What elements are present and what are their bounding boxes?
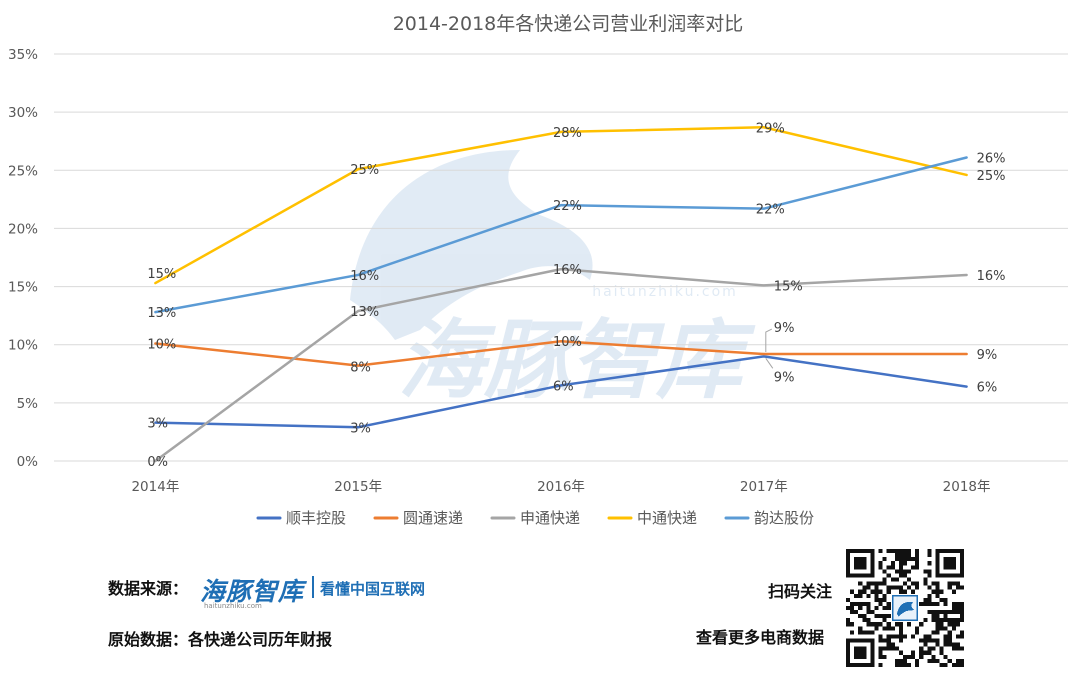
- legend-label: 中通快递: [637, 509, 697, 527]
- series-lines: [154, 126, 968, 463]
- dolphin-watermark-icon: [350, 150, 593, 340]
- data-label: 6%: [553, 379, 574, 394]
- data-label: 8%: [350, 361, 371, 376]
- x-tick-label: 2018年: [943, 479, 991, 495]
- series-line: [154, 267, 968, 463]
- y-tick-label: 15%: [8, 280, 38, 296]
- data-label: 15%: [774, 279, 803, 294]
- brand-logo[interactable]: 海豚智库 看懂中国互联网 haitunzhiku.com: [200, 572, 445, 612]
- data-label: 16%: [553, 263, 582, 278]
- legend: 顺丰控股 圆通速递 申通快递 中通快递 韵达股份: [256, 509, 814, 527]
- source-label: 数据来源：: [108, 579, 189, 598]
- data-label: 3%: [350, 421, 371, 436]
- y-axis-ticks: 0% 5% 10% 15% 20% 25% 30% 35%: [8, 47, 38, 470]
- data-label: 15%: [147, 267, 176, 282]
- data-label: 3%: [147, 417, 168, 432]
- more-data-label: 查看更多电商数据: [696, 628, 825, 647]
- y-tick-label: 30%: [8, 105, 38, 121]
- y-tick-label: 10%: [8, 338, 38, 354]
- legend-label: 申通快递: [520, 509, 580, 527]
- data-label: 28%: [553, 126, 582, 141]
- data-label: 13%: [147, 306, 176, 321]
- x-axis-ticks: 2014年 2015年 2016年 2017年 2018年: [131, 479, 990, 495]
- raw-data-label: 原始数据：各快递公司历年财报: [108, 630, 333, 649]
- legend-label: 顺丰控股: [286, 509, 346, 527]
- y-tick-label: 20%: [8, 221, 38, 237]
- qr-code-icon[interactable]: [846, 549, 964, 667]
- legend-label: 圆通速递: [403, 509, 463, 527]
- data-label: 9%: [774, 321, 795, 336]
- x-tick-label: 2014年: [131, 479, 179, 495]
- data-label: 29%: [756, 121, 785, 136]
- data-label: 13%: [350, 305, 379, 320]
- watermark-text: 海豚智库: [398, 311, 756, 411]
- watermark-url: haitunzhiku.com: [592, 284, 738, 300]
- y-tick-label: 35%: [8, 47, 38, 63]
- series-line: [154, 355, 968, 429]
- x-tick-label: 2016年: [537, 479, 585, 495]
- data-labels: 3% 3% 6% 9% 6% 10% 8% 10% 9% 9% 0% 13% 16% 15% 16% 15% 2…: [147, 121, 1005, 470]
- chart-title: 2014-2018年各快递公司营业利润率对比: [393, 13, 744, 35]
- data-label: 0%: [147, 455, 168, 470]
- series-line: [154, 126, 968, 285]
- x-tick-label: 2015年: [334, 479, 382, 495]
- series-line: [154, 156, 968, 314]
- brand-url: haitunzhiku.com: [204, 602, 262, 610]
- leader-line: [765, 358, 774, 369]
- data-label: 25%: [350, 163, 379, 178]
- leader-line: [765, 328, 773, 353]
- data-label: 10%: [553, 335, 582, 350]
- data-label: 6%: [977, 381, 998, 396]
- y-tick-label: 5%: [17, 396, 39, 412]
- brand-divider: [312, 576, 314, 598]
- data-label: 9%: [977, 348, 998, 363]
- series-line: [154, 339, 968, 367]
- data-label: 9%: [774, 370, 795, 385]
- x-tick-label: 2017年: [740, 479, 788, 495]
- gridlines: [54, 53, 1068, 462]
- data-label: 22%: [756, 203, 785, 218]
- data-label: 10%: [147, 338, 176, 353]
- data-label: 25%: [977, 169, 1006, 184]
- brand-name: 海豚智库: [200, 577, 305, 606]
- y-tick-label: 25%: [8, 163, 38, 179]
- data-label: 16%: [977, 269, 1006, 284]
- watermark: 海豚智库 haitunzhiku.com: [350, 150, 756, 411]
- brand-slogan: 看懂中国互联网: [320, 580, 426, 598]
- scan-label: 扫码关注: [768, 582, 833, 601]
- data-label: 22%: [553, 199, 582, 214]
- legend-label: 韵达股份: [754, 509, 814, 527]
- line-chart: 海豚智库 haitunzhiku.com 2014-2018年各快递公司营业利润…: [8, 13, 1068, 527]
- y-tick-label: 0%: [17, 454, 39, 470]
- data-label: 26%: [977, 151, 1006, 166]
- data-label: 16%: [350, 269, 379, 284]
